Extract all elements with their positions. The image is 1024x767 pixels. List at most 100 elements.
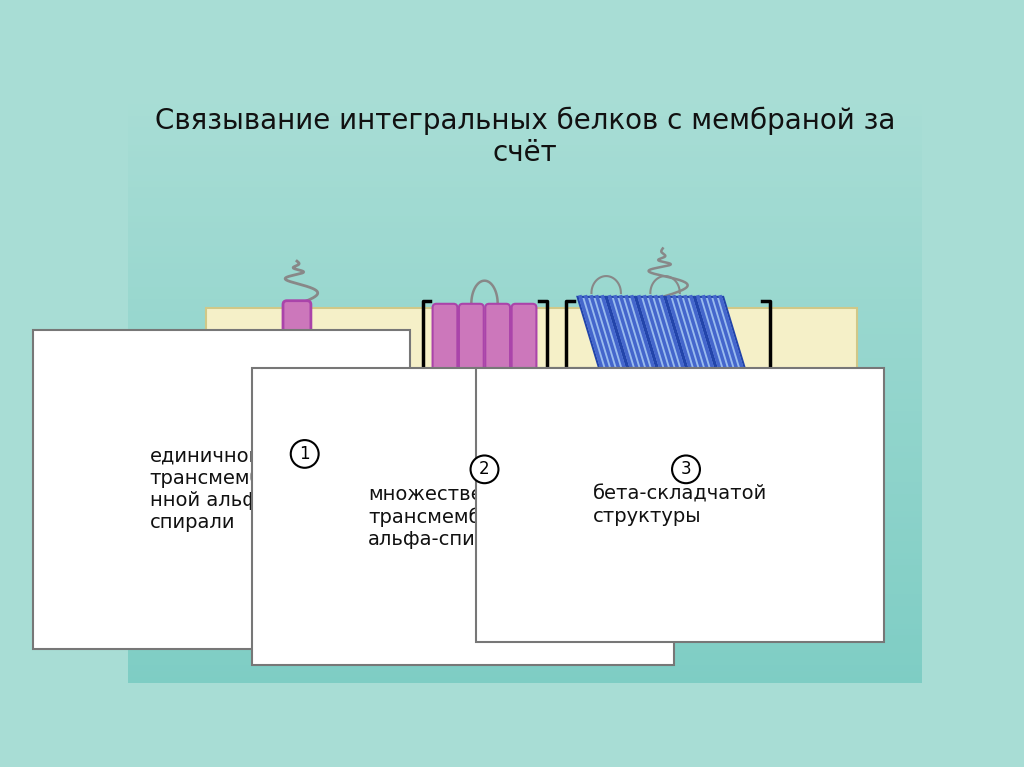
Bar xyxy=(128,671,922,677)
Bar xyxy=(206,308,856,420)
Bar xyxy=(128,193,922,199)
Circle shape xyxy=(672,456,700,483)
FancyBboxPatch shape xyxy=(432,304,458,425)
Bar xyxy=(128,600,922,607)
Bar xyxy=(128,653,922,660)
Bar xyxy=(128,423,922,430)
FancyBboxPatch shape xyxy=(283,301,311,426)
Bar xyxy=(128,275,922,281)
Bar xyxy=(128,476,922,482)
Bar xyxy=(128,127,922,134)
Bar xyxy=(128,405,922,412)
Bar xyxy=(128,352,922,359)
Bar xyxy=(128,453,922,459)
Bar xyxy=(128,346,922,353)
Bar xyxy=(128,252,922,258)
Bar xyxy=(128,387,922,394)
Bar xyxy=(128,228,922,235)
Bar xyxy=(128,482,922,489)
Bar xyxy=(128,665,922,672)
Bar xyxy=(128,222,922,229)
Polygon shape xyxy=(607,297,675,430)
Bar xyxy=(128,547,922,554)
Bar xyxy=(128,140,922,146)
Bar xyxy=(128,505,922,512)
Text: 2: 2 xyxy=(479,460,489,479)
Bar xyxy=(128,169,922,176)
Polygon shape xyxy=(636,297,705,430)
Circle shape xyxy=(291,440,318,468)
Bar xyxy=(128,647,922,654)
Bar xyxy=(128,104,922,110)
Circle shape xyxy=(471,456,499,483)
Bar xyxy=(128,121,922,128)
FancyBboxPatch shape xyxy=(459,304,483,425)
Bar xyxy=(128,588,922,595)
Bar xyxy=(128,553,922,559)
Bar xyxy=(128,357,922,364)
Bar xyxy=(128,541,922,548)
Bar xyxy=(128,199,922,205)
Bar xyxy=(128,488,922,495)
Text: 3: 3 xyxy=(681,460,691,479)
Bar xyxy=(128,133,922,140)
Bar xyxy=(128,340,922,347)
Bar xyxy=(128,641,922,648)
Bar xyxy=(128,180,922,187)
Bar xyxy=(128,576,922,583)
Bar xyxy=(128,281,922,288)
Bar xyxy=(128,659,922,666)
Bar xyxy=(128,210,922,217)
Bar xyxy=(128,145,922,152)
Bar xyxy=(128,151,922,158)
Text: Связывание интегральных белков с мембраной за
счёт: Связывание интегральных белков с мембран… xyxy=(155,107,895,167)
Bar xyxy=(128,293,922,300)
Bar xyxy=(128,417,922,423)
Bar xyxy=(128,311,922,318)
Text: множественных
трансмембранных
альфа-спиралей: множественных трансмембранных альфа-спир… xyxy=(369,485,557,548)
Bar xyxy=(128,635,922,642)
Bar xyxy=(128,393,922,400)
Bar xyxy=(128,334,922,341)
Bar xyxy=(128,317,922,323)
Bar xyxy=(128,92,922,99)
Bar xyxy=(128,523,922,530)
Bar xyxy=(128,630,922,636)
FancyBboxPatch shape xyxy=(485,304,510,425)
Bar xyxy=(128,245,922,252)
Bar xyxy=(128,381,922,388)
Bar xyxy=(128,606,922,613)
Bar xyxy=(128,298,922,305)
Polygon shape xyxy=(666,297,734,430)
Bar xyxy=(128,263,922,270)
Bar xyxy=(128,440,922,447)
Bar xyxy=(128,116,922,123)
Bar xyxy=(128,411,922,418)
Bar xyxy=(128,499,922,506)
Bar xyxy=(128,617,922,624)
Bar xyxy=(128,269,922,276)
Bar xyxy=(128,364,922,370)
Bar xyxy=(128,494,922,500)
Polygon shape xyxy=(695,297,764,430)
Bar xyxy=(128,304,922,311)
Bar xyxy=(128,470,922,477)
Bar xyxy=(128,582,922,589)
Polygon shape xyxy=(578,297,646,430)
Bar xyxy=(128,110,922,117)
Bar xyxy=(128,624,922,630)
Bar xyxy=(128,258,922,264)
Bar xyxy=(128,186,922,193)
Bar xyxy=(128,458,922,465)
Bar xyxy=(128,204,922,211)
Bar xyxy=(128,399,922,406)
Bar xyxy=(128,558,922,565)
Bar xyxy=(128,429,922,436)
Text: бета-складчатой
структуры: бета-складчатой структуры xyxy=(593,485,767,525)
Bar xyxy=(128,464,922,471)
Bar xyxy=(128,565,922,571)
Bar xyxy=(128,370,922,377)
Bar xyxy=(128,612,922,618)
Bar xyxy=(128,163,922,170)
Bar xyxy=(128,234,922,241)
